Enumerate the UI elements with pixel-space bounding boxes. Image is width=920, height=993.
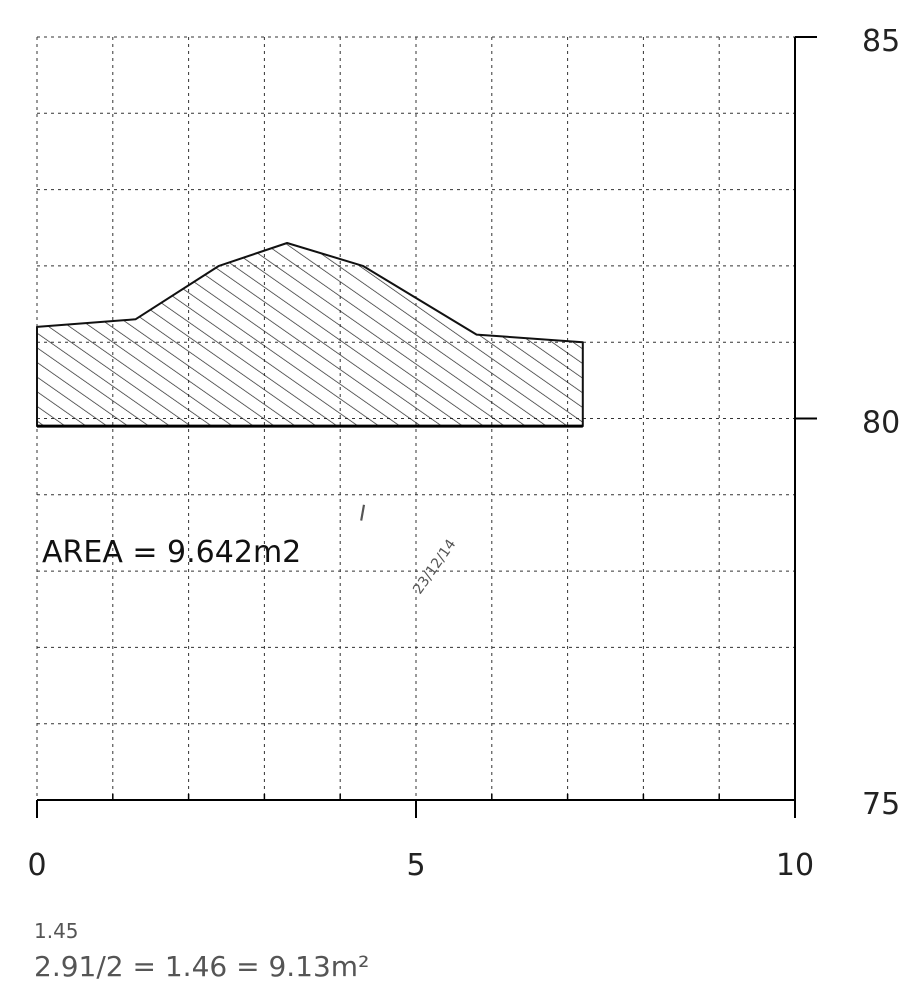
area-label: AREA = 9.642m2 — [42, 535, 301, 570]
section-shape — [36, 242, 584, 428]
x-tick-label: 5 — [406, 848, 425, 883]
y-tick-label: 85 — [862, 24, 900, 59]
hatched-area-polygon — [36, 242, 584, 428]
tick-labels: 0 5 10 85 80 75 — [27, 24, 900, 883]
handwritten-bottom-note: 2.91/2 = 1.46 = 9.13m² — [34, 950, 369, 983]
y-tick-label: 80 — [862, 406, 900, 441]
y-tick-label: 75 — [862, 787, 900, 822]
x-tick-label: 10 — [776, 848, 814, 883]
signature-stamp: 23/12/14 — [410, 537, 459, 598]
handwritten-top-note: 1.45 — [34, 919, 79, 943]
handwritten-mark: I — [357, 501, 368, 527]
axes — [36, 36, 817, 818]
x-tick-label: 0 — [27, 848, 46, 883]
